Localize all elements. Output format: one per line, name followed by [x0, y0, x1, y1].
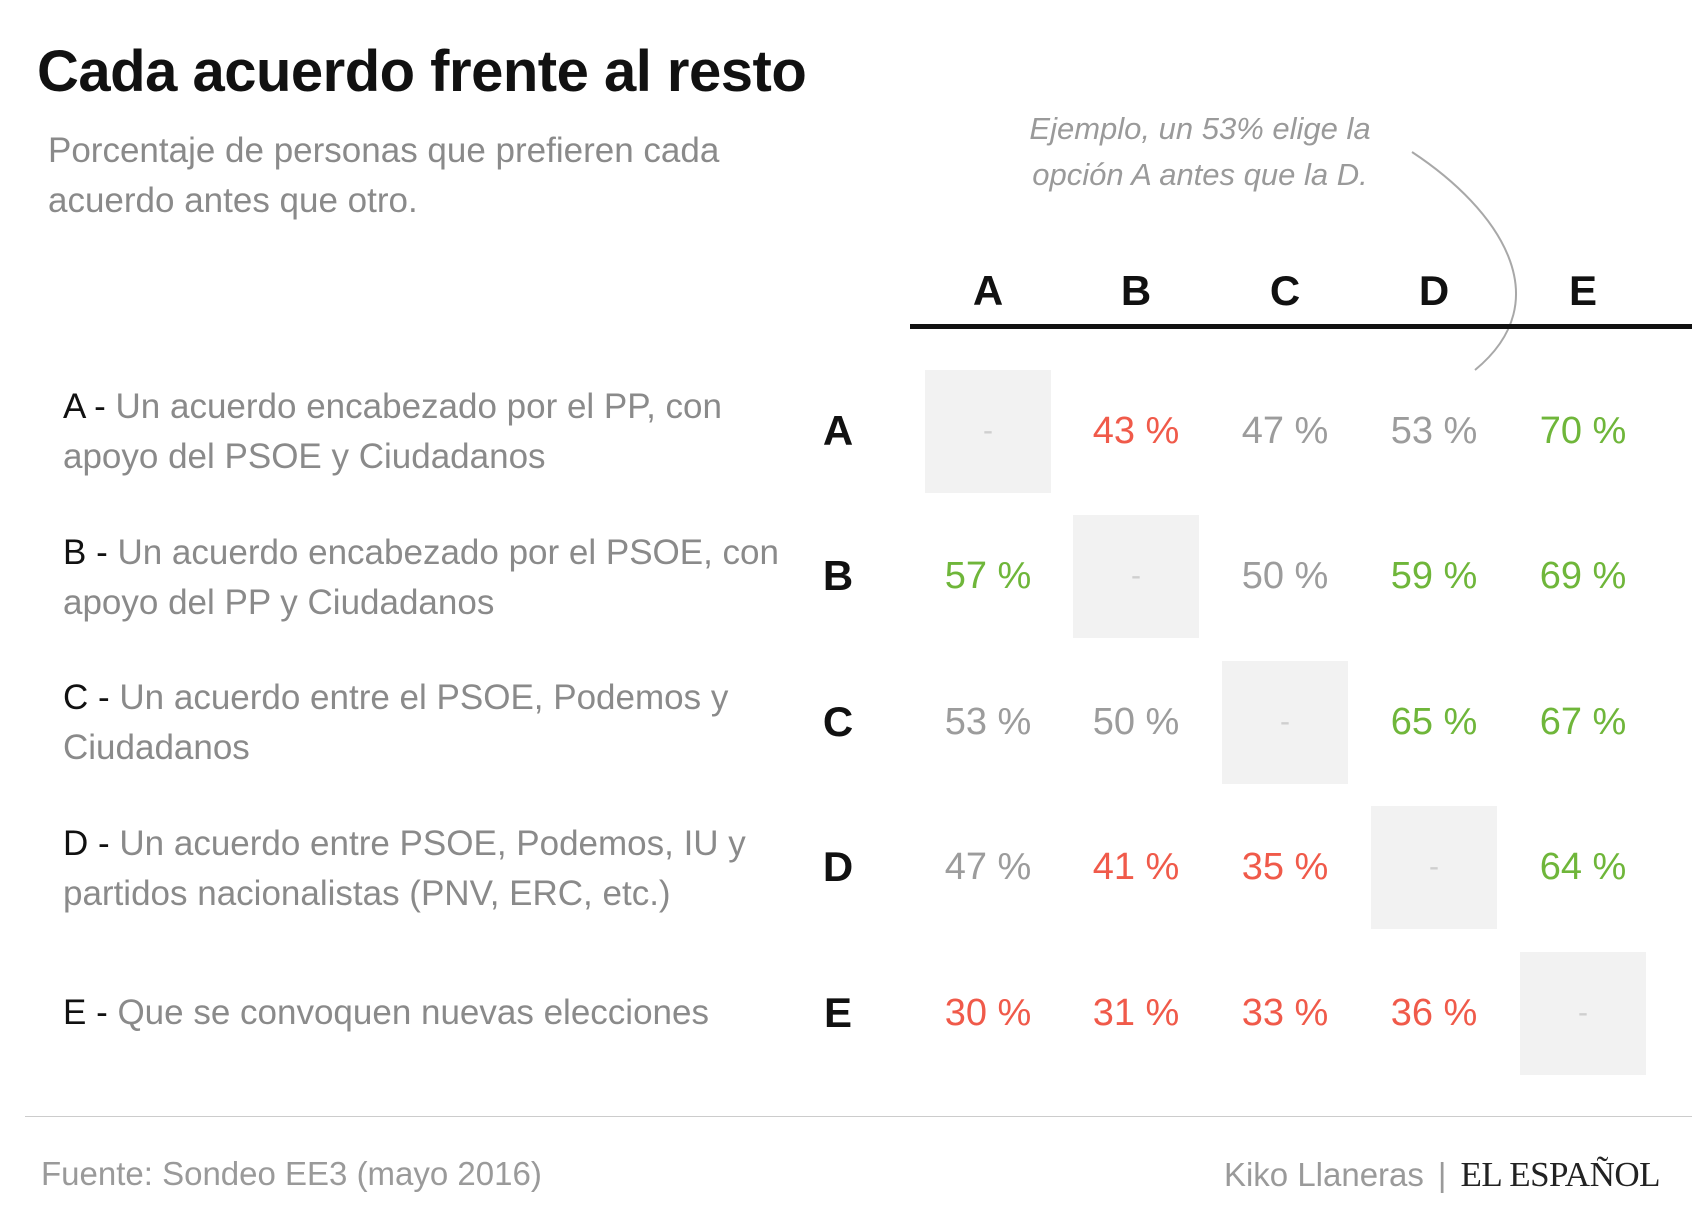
example-annotation: Ejemplo, un 53% elige la opción A antes … — [1029, 111, 1371, 192]
value-cell-b-c: 50 % — [1241, 554, 1329, 597]
row-description-text: Un acuerdo entre PSOE, Podemos, IU y par… — [63, 824, 746, 913]
value-cell-e-a: 30 % — [944, 991, 1032, 1034]
value-cell-c-a: 53 % — [944, 700, 1032, 743]
row-description-key: E - — [63, 993, 118, 1032]
chart-title: Cada acuerdo frente al resto — [37, 39, 807, 104]
value-cell-d-a: 47 % — [944, 845, 1032, 888]
diagonal-cell: - — [1222, 660, 1348, 784]
author-name: Kiko Llaneras — [1223, 1156, 1424, 1193]
source-note: Fuente: Sondeo EE3 (mayo 2016) — [41, 1155, 542, 1192]
row-description-text: Que se convoquen nuevas elecciones — [117, 993, 709, 1032]
row-description-text: Un acuerdo entre el PSOE, Podemos y Ciud… — [63, 678, 729, 767]
column-header-a: A — [972, 267, 1004, 314]
value-cell-a-d: 53 % — [1390, 409, 1478, 452]
footer-rule — [25, 1116, 1692, 1117]
column-header-c: C — [1269, 267, 1301, 314]
chart-subtitle: Porcentaje de personas que prefieren cad… — [48, 131, 720, 220]
diagonal-cell: - — [1073, 514, 1199, 638]
row-header-e: E — [823, 989, 852, 1036]
credit-line: Kiko Llaneras | EL ESPAÑOL — [1223, 1155, 1661, 1195]
diagonal-cell: - — [925, 369, 1051, 493]
row-header-d: D — [822, 843, 854, 890]
value-cell-b-a: 57 % — [944, 554, 1032, 597]
header-rule — [910, 324, 1692, 329]
row-header-a: A — [822, 407, 854, 454]
row-description-key: C - — [63, 678, 120, 717]
value-cell-a-e: 70 % — [1539, 409, 1627, 452]
value-cell-e-c: 33 % — [1241, 991, 1329, 1034]
value-cell-c-e: 67 % — [1539, 700, 1627, 743]
row-description-c: C - Un acuerdo entre el PSOE, Podemos y … — [63, 673, 783, 773]
row-description-a: A - Un acuerdo encabezado por el PP, con… — [63, 382, 783, 482]
row-description-key: B - — [63, 533, 118, 572]
value-cell-d-c: 35 % — [1241, 845, 1329, 888]
row-description-text: Un acuerdo encabezado por el PSOE, con a… — [63, 533, 779, 622]
row-description-e: E - Que se convoquen nuevas elecciones — [63, 988, 783, 1038]
row-header-c: C — [822, 698, 854, 745]
column-header-d: D — [1418, 267, 1450, 314]
value-cell-b-e: 69 % — [1539, 554, 1627, 597]
row-description-key: D - — [63, 824, 120, 863]
row-description-key: A - — [63, 387, 116, 426]
column-header-b: B — [1120, 267, 1152, 314]
row-header-b: B — [822, 552, 854, 599]
row-description-d: D - Un acuerdo entre PSOE, Podemos, IU y… — [63, 819, 783, 919]
credit-separator: | — [1437, 1156, 1447, 1193]
diagonal-cell: - — [1520, 951, 1646, 1075]
value-cell-a-c: 47 % — [1241, 409, 1329, 452]
diagonal-cell: - — [1371, 805, 1497, 929]
value-cell-b-d: 59 % — [1390, 554, 1478, 597]
value-cell-c-b: 50 % — [1092, 700, 1180, 743]
row-description-b: B - Un acuerdo encabezado por el PSOE, c… — [63, 528, 783, 628]
row-description-text: Un acuerdo encabezado por el PP, con apo… — [63, 387, 722, 476]
value-cell-a-b: 43 % — [1092, 409, 1180, 452]
value-cell-e-d: 36 % — [1390, 991, 1478, 1034]
column-header-e: E — [1568, 267, 1597, 314]
value-cell-c-d: 65 % — [1390, 700, 1478, 743]
brand-logo: EL ESPAÑOL — [1460, 1155, 1660, 1194]
value-cell-d-e: 64 % — [1539, 845, 1627, 888]
value-cell-e-b: 31 % — [1092, 991, 1180, 1034]
value-cell-d-b: 41 % — [1092, 845, 1180, 888]
